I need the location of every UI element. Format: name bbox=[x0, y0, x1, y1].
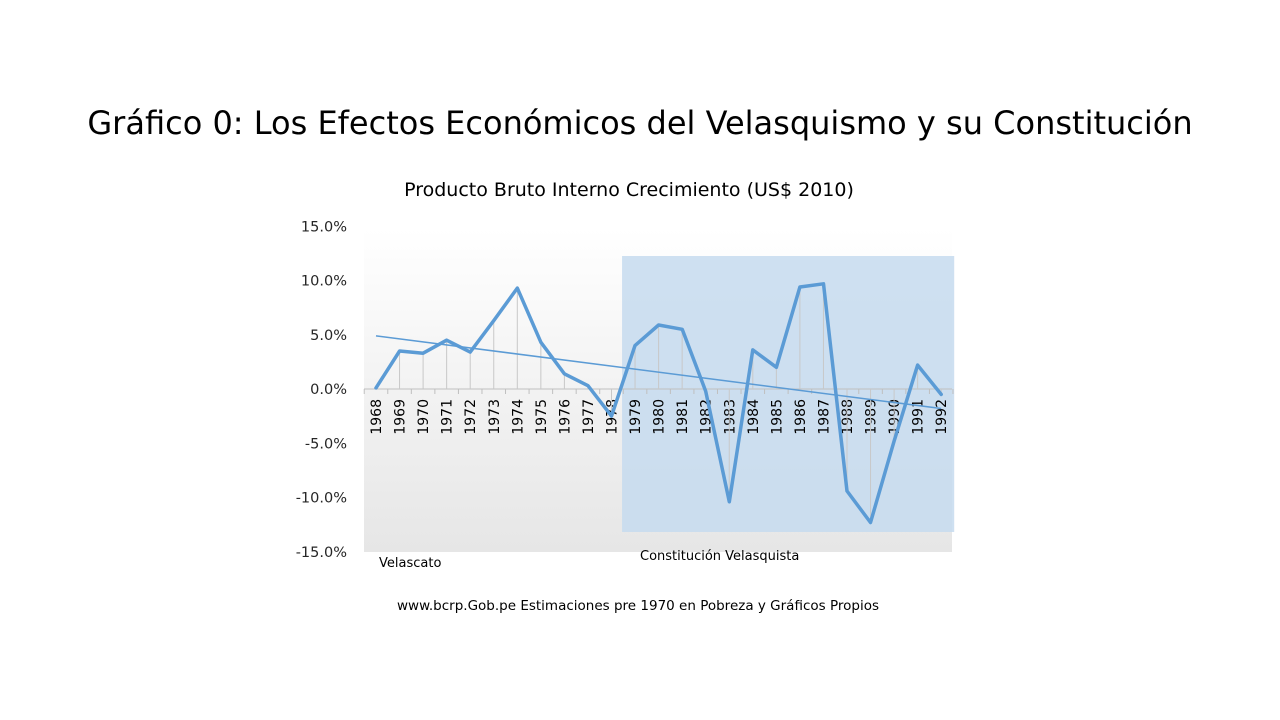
x-tick-label: 1986 bbox=[793, 399, 809, 435]
y-tick-label: -15.0% bbox=[296, 545, 347, 561]
y-tick-label: 10.0% bbox=[301, 274, 347, 290]
y-axis: 15.0% 10.0% 5.0% 0.0% -5.0% -10.0% -15.0% bbox=[296, 219, 347, 561]
region-label-1: Constitución Velasquista bbox=[640, 549, 799, 564]
x-tick-label: 1984 bbox=[746, 399, 762, 435]
y-tick-label: 15.0% bbox=[301, 219, 347, 235]
trendline bbox=[375, 335, 942, 410]
x-tick-label: 1983 bbox=[722, 399, 738, 435]
x-tick-label: 1977 bbox=[581, 399, 597, 435]
x-tick-label: 1973 bbox=[487, 399, 503, 435]
x-tick-label: 1976 bbox=[557, 399, 573, 435]
y-tick-label: -10.0% bbox=[296, 491, 347, 507]
x-tick-label: 1992 bbox=[934, 399, 950, 435]
x-tick-label: 1985 bbox=[769, 399, 785, 435]
x-tick-label: 1975 bbox=[534, 399, 550, 435]
slide-title: Gráfico 0: Los Efectos Económicos del Ve… bbox=[87, 104, 1193, 142]
x-tick-label: 1979 bbox=[628, 399, 644, 435]
x-tick-label: 1991 bbox=[911, 399, 927, 435]
x-tick-label: 1971 bbox=[440, 399, 456, 435]
y-tick-label: 0.0% bbox=[310, 382, 347, 398]
x-tick-label: 1970 bbox=[416, 399, 432, 435]
y-tick-label: -5.0% bbox=[305, 436, 347, 452]
x-tick-label: 1987 bbox=[816, 399, 832, 435]
series-layer bbox=[374, 282, 943, 525]
source-note: www.bcrp.Gob.pe Estimaciones pre 1970 en… bbox=[397, 598, 879, 614]
x-tick-label: 1989 bbox=[864, 399, 880, 435]
x-tick-label: 1981 bbox=[675, 399, 691, 435]
chart-title: Producto Bruto Interno Crecimiento (US$ … bbox=[404, 179, 854, 201]
series-line bbox=[374, 282, 943, 525]
x-tick-label: 1980 bbox=[652, 399, 668, 435]
x-tick-label: 1972 bbox=[463, 399, 479, 435]
x-tick-label: 1969 bbox=[393, 399, 409, 435]
x-tick-label: 1968 bbox=[369, 399, 385, 435]
region-layer: Velascato Constitución Velasquista bbox=[379, 256, 955, 571]
x-tick-label: 1974 bbox=[510, 399, 526, 435]
x-tick-label: 1988 bbox=[840, 399, 856, 435]
y-tick-label: 5.0% bbox=[310, 328, 347, 344]
region-label-0: Velascato bbox=[379, 556, 441, 571]
